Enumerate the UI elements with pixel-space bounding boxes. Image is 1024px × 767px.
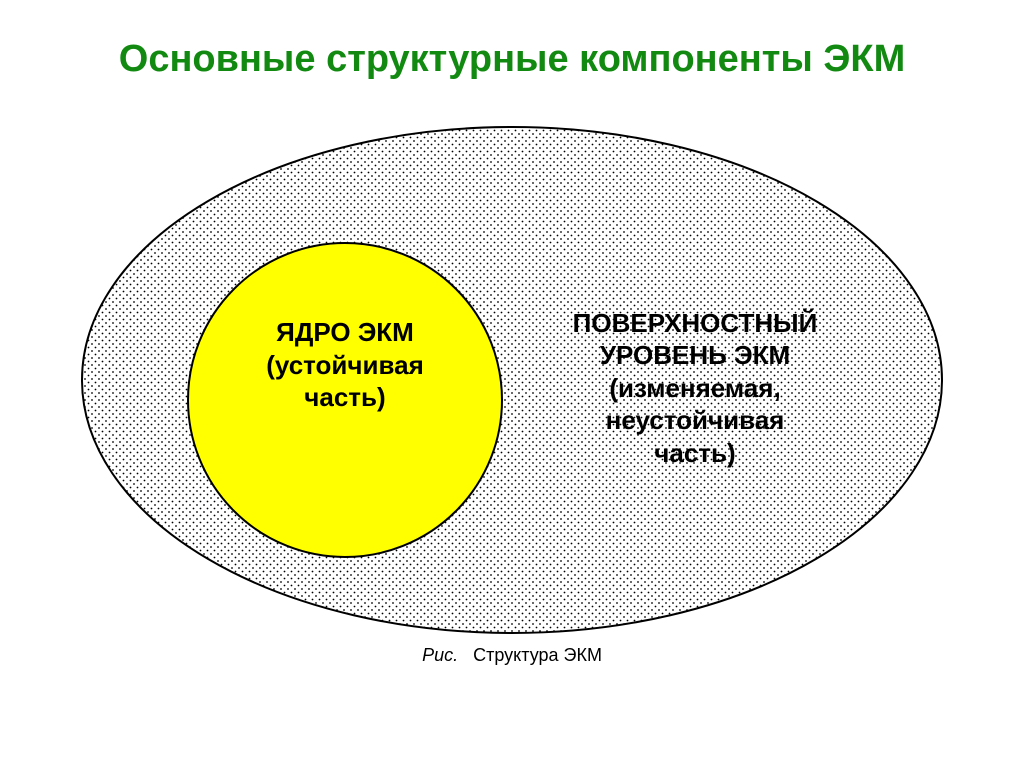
- core-label: ЯДРО ЭКМ (устойчивая часть): [215, 316, 475, 414]
- caption-body: Структура ЭКМ: [473, 645, 602, 665]
- figure-caption: Рис. Структура ЭКМ: [0, 645, 1024, 666]
- caption-prefix: Рис.: [422, 645, 458, 665]
- diagram-canvas: Основные структурные компоненты ЭКМ ЯДРО…: [0, 0, 1024, 767]
- caption-text: [463, 645, 473, 665]
- surface-label: ПОВЕРХНОСТНЫЙ УРОВЕНЬ ЭКМ (изменяемая, н…: [535, 307, 855, 470]
